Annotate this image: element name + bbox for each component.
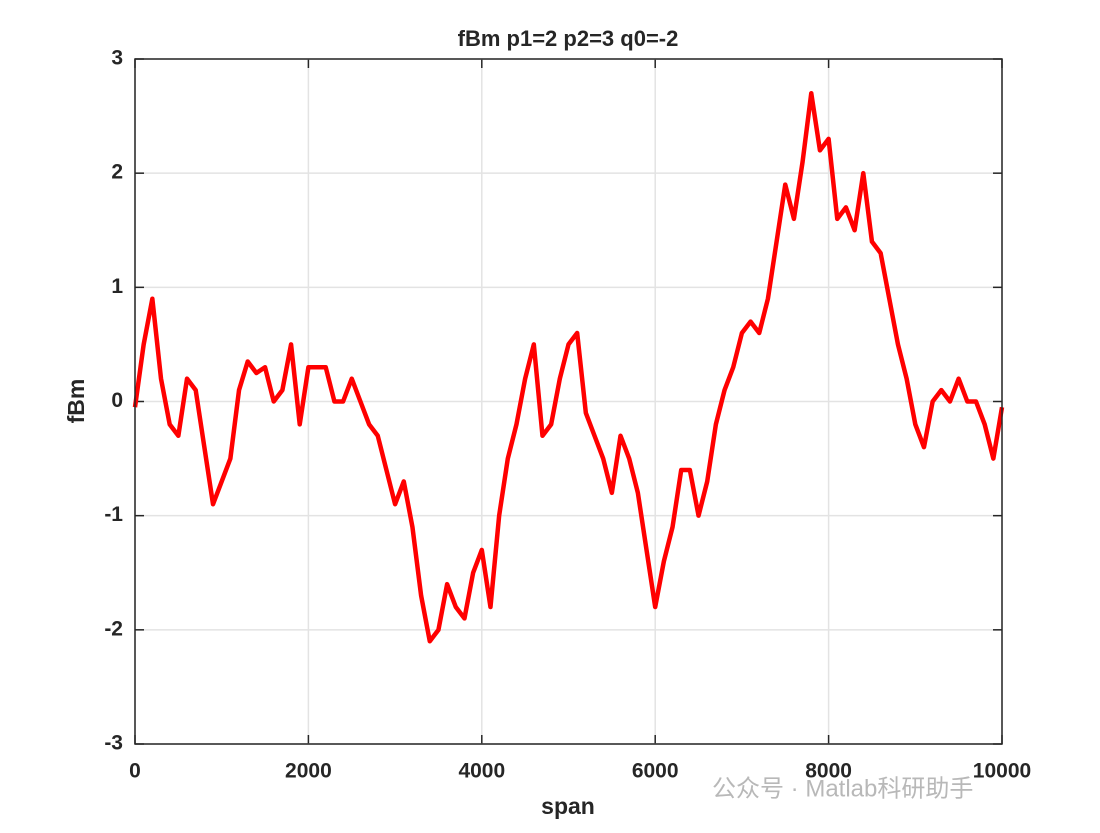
data-line xyxy=(132,91,1005,644)
y-tick-label: -3 xyxy=(104,732,123,755)
x-axis-label: span xyxy=(541,793,595,819)
watermark: 公众号 · Matlab科研助手 xyxy=(712,775,973,802)
x-tick-label: 4000 xyxy=(458,760,505,783)
chart-title: fBm p1=2 p2=3 q0=-2 xyxy=(458,26,679,51)
y-tick-label: -1 xyxy=(104,503,123,526)
x-tick-label: 10000 xyxy=(973,760,1031,783)
x-tick-label: 2000 xyxy=(285,760,332,783)
x-tick-label: 0 xyxy=(129,760,141,783)
x-tick-label: 6000 xyxy=(632,760,679,783)
y-tick-label: 0 xyxy=(111,389,123,412)
y-axis-label: fBm xyxy=(63,379,89,424)
y-tick-label: 2 xyxy=(111,161,123,184)
y-tick-label: 3 xyxy=(111,47,123,70)
y-tick-label: -2 xyxy=(104,617,123,640)
y-tick-label: 1 xyxy=(111,275,123,298)
plot-frame xyxy=(134,58,1003,745)
x-tick-label: 8000 xyxy=(805,760,852,783)
